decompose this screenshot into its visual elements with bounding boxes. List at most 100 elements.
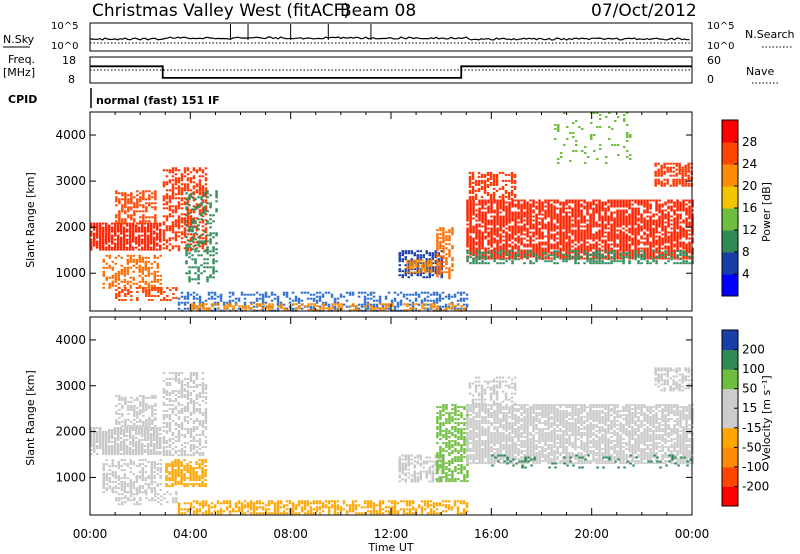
power-cell xyxy=(90,238,93,241)
power-cell xyxy=(517,215,520,218)
power-cell xyxy=(646,253,649,256)
power-cell xyxy=(557,128,560,130)
power-cell xyxy=(172,287,175,289)
power-cell xyxy=(398,264,401,267)
power-cell xyxy=(156,280,159,283)
power-cell xyxy=(439,273,442,276)
power-cell xyxy=(610,211,613,214)
power-cell xyxy=(450,301,454,304)
power-cell xyxy=(613,217,616,220)
power-cell xyxy=(177,245,181,248)
power-cell xyxy=(484,217,487,220)
power-cell xyxy=(681,182,684,185)
power-cell xyxy=(586,227,589,230)
power-cell xyxy=(643,249,646,252)
power-cell xyxy=(501,187,505,190)
power-cell xyxy=(666,168,669,171)
power-cell xyxy=(508,229,511,232)
power-cell xyxy=(637,211,640,214)
power-cell xyxy=(439,243,442,246)
power-cell xyxy=(655,209,658,212)
power-cell xyxy=(687,170,690,173)
power-cell xyxy=(652,255,655,258)
power-cell xyxy=(563,144,566,146)
power-cell xyxy=(186,225,190,228)
power-cell xyxy=(562,217,565,220)
power-cell xyxy=(661,257,664,260)
power-cell xyxy=(416,266,419,269)
power-cell xyxy=(372,303,376,306)
power-cell xyxy=(117,278,120,281)
power-cell xyxy=(495,175,499,178)
power-cell xyxy=(478,219,481,222)
power-cell xyxy=(562,223,565,226)
power-cell xyxy=(571,257,574,260)
power-cell xyxy=(586,237,589,240)
power-cell xyxy=(538,241,541,244)
power-cell xyxy=(472,260,475,263)
power-cell xyxy=(666,180,669,183)
power-cell xyxy=(398,268,401,271)
power-cell xyxy=(679,229,682,232)
power-cell xyxy=(502,231,505,234)
power-cell xyxy=(672,184,675,187)
power-cell xyxy=(231,299,235,302)
power-cell xyxy=(307,309,310,312)
power-cell xyxy=(595,199,598,202)
power-cell xyxy=(660,170,663,173)
power-cell xyxy=(623,114,626,116)
power-cell xyxy=(622,203,625,206)
power-cell xyxy=(691,219,694,222)
power-cell xyxy=(566,126,569,128)
power-cell xyxy=(401,270,404,273)
power-cell xyxy=(553,250,556,253)
power-cell xyxy=(440,264,443,267)
power-cell xyxy=(188,240,191,243)
power-cell xyxy=(159,244,162,247)
power-cell xyxy=(186,229,190,232)
power-cell xyxy=(493,250,496,253)
power-cell xyxy=(541,231,544,234)
power-cell xyxy=(681,178,684,181)
power-cell xyxy=(547,233,550,236)
velocity-cell xyxy=(156,445,159,447)
power-cell xyxy=(616,235,619,238)
power-cell xyxy=(188,256,191,259)
power-cell xyxy=(556,213,559,216)
power-cell xyxy=(145,198,148,201)
power-cell xyxy=(562,231,565,234)
power-cell xyxy=(318,297,322,300)
power-cell xyxy=(514,245,517,248)
power-cell xyxy=(96,230,99,233)
power-cell xyxy=(574,233,577,236)
power-cell xyxy=(628,217,631,220)
power-cell xyxy=(670,243,673,246)
velocity-cell xyxy=(90,439,93,441)
power-cell xyxy=(526,252,529,255)
power-cell xyxy=(203,212,206,215)
power-cell xyxy=(419,256,422,259)
power-cell xyxy=(682,247,685,250)
power-cell xyxy=(191,218,194,221)
power-cell xyxy=(410,258,413,261)
power-cell xyxy=(562,255,565,258)
power-cell xyxy=(174,205,178,208)
power-cell xyxy=(469,245,472,248)
power-cell xyxy=(583,219,586,222)
power-cell xyxy=(676,217,679,220)
power-cell xyxy=(631,223,634,226)
power-cell xyxy=(409,267,412,270)
power-cell xyxy=(141,230,144,233)
power-cell xyxy=(471,173,475,176)
power-cell xyxy=(401,276,404,279)
power-cell xyxy=(510,177,514,180)
velocity-cell xyxy=(105,439,108,441)
power-cell xyxy=(209,238,212,241)
power-cell xyxy=(517,211,520,214)
power-cell xyxy=(623,120,626,122)
power-cell xyxy=(404,256,407,259)
power-cell xyxy=(520,219,523,222)
power-cell xyxy=(478,217,481,220)
power-cell xyxy=(413,260,416,263)
power-cell xyxy=(195,229,199,232)
